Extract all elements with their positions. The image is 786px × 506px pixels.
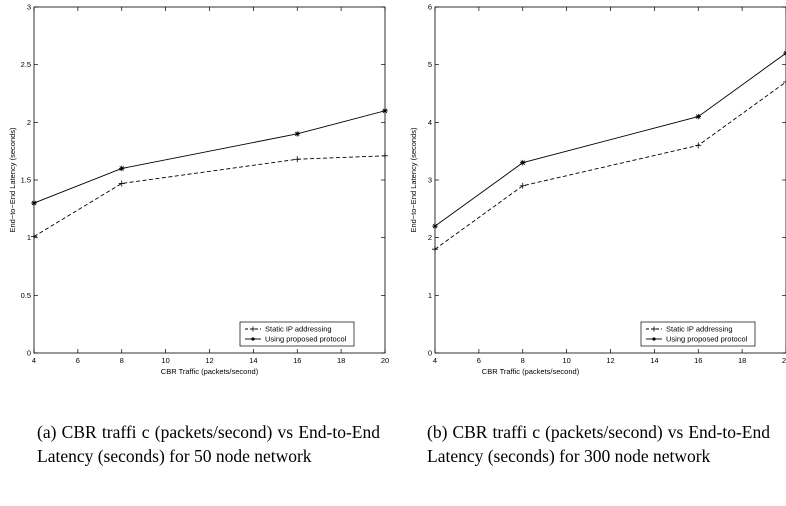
- y-tick-label: 2.5: [21, 60, 31, 69]
- x-tick-label: 6: [76, 356, 80, 365]
- x-tick-label: 20: [381, 356, 389, 365]
- x-tick-label: 14: [650, 356, 658, 365]
- y-axis-label: End−to−End Latency (seconds): [409, 127, 418, 233]
- plot-area: 4681012141618200123456Static IP addressi…: [428, 3, 786, 365]
- legend-entry-label: Using proposed protocol: [265, 335, 347, 344]
- x-tick-label: 18: [337, 356, 345, 365]
- x-tick-label: 10: [562, 356, 570, 365]
- data-point-star-center: [120, 167, 124, 170]
- y-tick-label: 5: [428, 60, 432, 69]
- legend-box: [239, 321, 355, 347]
- data-point-star-center: [521, 161, 525, 164]
- y-tick-label: 3: [27, 3, 31, 12]
- y-tick-label: 4: [428, 118, 432, 127]
- data-point-star-center: [696, 115, 700, 118]
- y-tick-label: 0.5: [21, 291, 31, 300]
- data-point-plus: [519, 182, 526, 189]
- data-point-plus: [118, 180, 125, 187]
- data-point-plus: [382, 152, 388, 159]
- y-tick-label: 3: [428, 176, 432, 185]
- chart-300-node: 4681012141618200123456Static IP addressi…: [409, 3, 786, 376]
- x-tick-label: 20: [782, 356, 786, 365]
- axes-frame: [33, 6, 386, 354]
- x-tick-label: 4: [32, 356, 36, 365]
- x-tick-label: 18: [738, 356, 746, 365]
- y-tick-label: 2: [27, 118, 31, 127]
- legend-entry-label: Using proposed protocol: [666, 335, 748, 344]
- axes-frame: [434, 6, 786, 354]
- x-tick-label: 12: [606, 356, 614, 365]
- legend-marker-star: [652, 337, 656, 341]
- x-tick-label: 16: [293, 356, 301, 365]
- y-tick-label: 1.5: [21, 176, 31, 185]
- legend-entry-label: Static IP addressing: [666, 325, 733, 334]
- x-tick-label: 16: [694, 356, 702, 365]
- data-point-plus: [783, 78, 786, 85]
- legend-marker-plus: [651, 326, 657, 332]
- y-tick-label: 2: [428, 233, 432, 242]
- y-tick-label: 6: [428, 3, 432, 12]
- y-tick-label: 0: [428, 349, 432, 358]
- y-axis-label: End−to−End Latency (seconds): [8, 127, 17, 233]
- legend-marker-star: [251, 337, 255, 341]
- y-tick-label: 0: [27, 349, 31, 358]
- series-line-proposed: [33, 110, 386, 204]
- series-line-static-ip: [434, 81, 786, 250]
- y-tick-label: 1: [428, 291, 432, 300]
- x-tick-label: 12: [205, 356, 213, 365]
- x-tick-label: 8: [521, 356, 525, 365]
- x-tick-label: 4: [433, 356, 437, 365]
- x-axis-label: CBR Traffic (packets/second): [161, 367, 259, 376]
- series-line-proposed: [434, 52, 786, 227]
- data-point-plus: [695, 142, 702, 149]
- data-point-plus: [31, 233, 37, 240]
- x-axis-label: CBR Traffic (packets/second): [482, 367, 580, 376]
- data-point-plus: [294, 156, 301, 163]
- x-tick-label: 6: [477, 356, 481, 365]
- x-tick-label: 10: [161, 356, 169, 365]
- chart-50-node: 4 6 8 10 12 14 16 18 20 0 0.5 1 1.5 2 2.5 3 CBR Traffic …: [8, 3, 389, 377]
- series-line-static-ip: [33, 155, 386, 237]
- legend-entry-label: Static IP addressing: [265, 325, 332, 334]
- data-point-star-center: [295, 132, 299, 136]
- data-point-star-center: [383, 109, 387, 113]
- x-tick-label: 14: [249, 356, 257, 365]
- data-point-plus: [432, 246, 438, 253]
- legend-box: [640, 321, 756, 347]
- caption-b: (b) CBR traffi c (packets/second) vs End…: [427, 422, 770, 466]
- data-point-star-center: [32, 201, 36, 205]
- x-tick-label: 8: [120, 356, 124, 365]
- y-tick-label: 1: [27, 233, 31, 242]
- caption-a: (a) CBR traffi c (packets/second) vs End…: [37, 422, 380, 466]
- data-point-star-center: [433, 224, 437, 228]
- legend-marker-plus: [250, 326, 256, 332]
